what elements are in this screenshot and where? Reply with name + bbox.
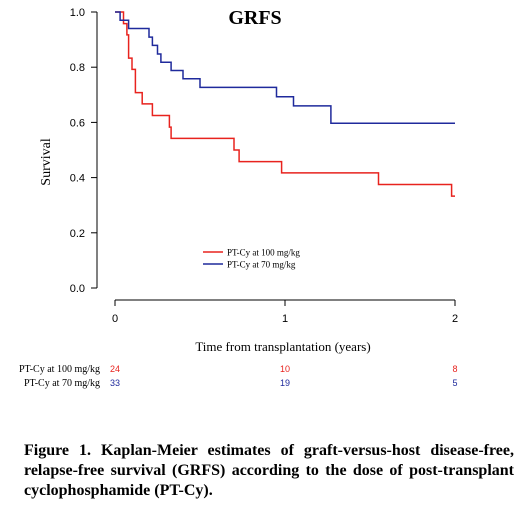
y-tick-label: 0.2: [70, 228, 85, 240]
survival-curves: [115, 11, 455, 197]
legend-label-2: PT-Cy at 70 mg/kg: [227, 260, 296, 270]
chart-title: GRFS: [228, 7, 281, 29]
y-tick-label: 1.0: [70, 7, 85, 19]
at-risk-count: 19: [279, 378, 291, 388]
at-risk-row: PT-Cy at 100 mg/kg 24 10 8: [0, 364, 520, 378]
x-tick-label: 2: [452, 313, 458, 325]
series-line-1: [115, 11, 455, 197]
y-tick-label: 0.8: [70, 62, 85, 74]
at-risk-label: PT-Cy at 100 mg/kg: [18, 364, 100, 375]
x-axis: 0 1 2: [112, 299, 458, 325]
y-axis-label: Survival: [39, 138, 54, 186]
at-risk-count: 24: [109, 364, 121, 374]
figure-caption: Figure 1. Kaplan-Meier estimates of graf…: [24, 442, 514, 499]
at-risk-count: 10: [279, 364, 291, 374]
legend: PT-Cy at 100 mg/kg PT-Cy at 70 mg/kg: [203, 248, 300, 270]
y-tick-label: 0.6: [70, 117, 85, 129]
at-risk-row: PT-Cy at 70 mg/kg 33 19 5: [0, 378, 520, 392]
at-risk-count: 5: [452, 378, 458, 388]
at-risk-count: 33: [109, 378, 121, 388]
x-tick-label: 0: [112, 313, 118, 325]
y-tick-label: 0.4: [70, 173, 85, 185]
legend-label-1: PT-Cy at 100 mg/kg: [227, 248, 300, 258]
series-line-2: [115, 11, 455, 124]
y-tick-label: 0.0: [70, 283, 85, 295]
x-axis-label: Time from transplantation (years): [195, 339, 370, 354]
x-tick-label: 1: [282, 313, 288, 325]
y-axis: 0.0 0.2 0.4 0.6 0.8 1.0: [70, 7, 98, 295]
km-chart: GRFS 0.0 0.2 0.4 0.6 0.8 1.0 0 1 2 Survival Tim…: [39, 7, 458, 354]
at-risk-label: PT-Cy at 70 mg/kg: [23, 378, 100, 389]
at-risk-count: 8: [452, 364, 458, 374]
